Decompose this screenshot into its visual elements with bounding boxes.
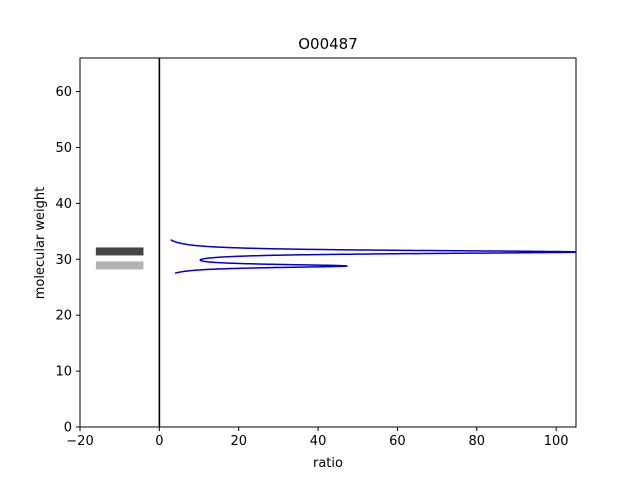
x-tick-label: 40 <box>310 434 327 449</box>
y-tick-label: 20 <box>55 309 72 324</box>
y-tick-label: 30 <box>55 253 72 268</box>
y-tick-label: 10 <box>55 365 72 380</box>
x-tick-label: 20 <box>230 434 247 449</box>
y-tick-label: 0 <box>64 421 72 436</box>
band-2 <box>95 261 144 270</box>
y-tick-label: 60 <box>55 85 72 100</box>
y-tick-label: 40 <box>55 197 72 212</box>
y-axis-label: molecular weight <box>33 187 48 300</box>
y-tick-label: 50 <box>55 141 72 156</box>
x-tick-label: 0 <box>155 434 163 449</box>
plot-frame <box>79 57 577 428</box>
x-tick-label: 80 <box>469 434 486 449</box>
series-line-1 <box>170 239 576 274</box>
x-tick-label: 60 <box>389 434 406 449</box>
x-tick-label: −20 <box>66 434 93 449</box>
chart-title: O00487 <box>298 35 358 53</box>
x-axis-label: ratio <box>313 456 343 471</box>
x-tick-label: 100 <box>544 434 569 449</box>
band-1 <box>95 247 144 256</box>
